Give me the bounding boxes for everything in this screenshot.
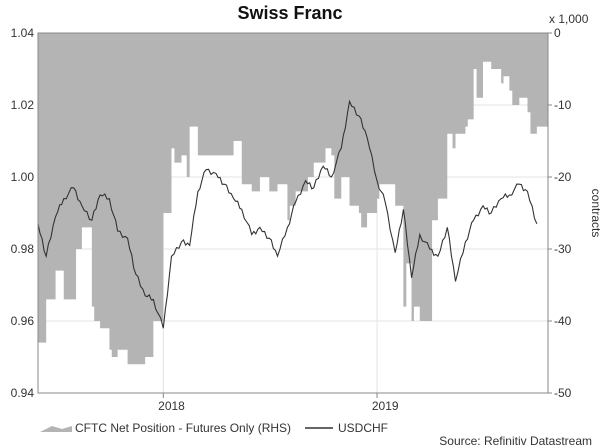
left-tick-label: 1.04 [11,26,35,40]
right-tick-label: -40 [554,314,572,328]
chart-title: Swiss Franc [237,3,342,23]
right-axis-multiplier: x 1,000 [549,12,589,26]
right-axis-label: contracts [589,189,600,238]
legend-item-cftc: CFTC Net Position - Futures Only (RHS) [40,421,291,435]
usdchf-line [37,99,538,329]
legend: CFTC Net Position - Futures Only (RHS) U… [40,421,388,435]
x-axis-ticks: 2018 2019 [158,393,399,413]
cftc-net-position-area [38,33,548,365]
left-tick-label: 0.98 [11,242,35,256]
left-tick-label: 1.00 [11,170,35,184]
source-note: Source: Refinitiv Datastream [439,434,592,447]
right-axis-ticks: -50 -40 -30 -20 -10 0 [548,26,572,400]
plot-area [37,32,549,394]
right-tick-label: -10 [554,98,572,112]
x-tick-label: 2018 [158,399,185,413]
left-axis-ticks: 0.94 0.96 0.98 1.00 1.02 1.04 [11,26,35,400]
legend-label-usdchf: USDCHF [338,421,388,435]
legend-item-usdchf: USDCHF [305,421,388,435]
right-tick-label: -50 [554,386,572,400]
x-tick-label: 2019 [372,399,399,413]
left-tick-label: 0.94 [11,386,35,400]
right-tick-label: -30 [554,242,572,256]
left-tick-label: 1.02 [11,98,35,112]
left-tick-label: 0.96 [11,314,35,328]
plot-border [37,32,549,394]
right-tick-label: -20 [554,170,572,184]
legend-label-cftc: CFTC Net Position - Futures Only (RHS) [75,421,291,435]
legend-swatch-cftc [40,426,72,432]
right-tick-label: 0 [554,26,561,40]
